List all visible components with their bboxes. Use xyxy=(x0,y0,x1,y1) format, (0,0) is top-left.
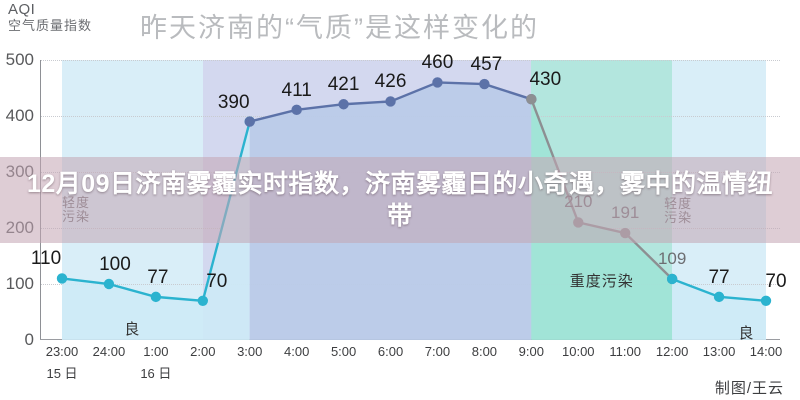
chart-title: 昨天济南的“气质”是这样变化的 xyxy=(140,13,539,43)
x-axis-tick-label: 14:00 xyxy=(749,344,783,359)
data-point[interactable] xyxy=(150,291,162,303)
data-point[interactable] xyxy=(291,104,302,116)
x-axis-tick-label: 7:00 xyxy=(424,344,451,359)
data-point-label: 390 xyxy=(217,91,250,113)
data-point-label: 70 xyxy=(765,270,787,292)
x-axis-tick-label: 3:00 xyxy=(237,344,263,359)
data-point[interactable] xyxy=(432,77,443,88)
data-point[interactable] xyxy=(760,295,772,306)
x-axis-tick-label: 6:00 xyxy=(377,344,404,359)
y-axis-unit-en: AQI xyxy=(8,1,36,18)
data-point-label: 109 xyxy=(657,248,687,268)
data-point[interactable] xyxy=(666,273,678,285)
x-axis-day-label: 15 日 xyxy=(46,366,78,381)
band-label: 良 xyxy=(738,325,755,342)
x-axis-tick-label: 1:00 xyxy=(143,344,169,359)
x-axis-tick-label: 10:00 xyxy=(561,344,595,359)
data-point-label: 110 xyxy=(30,248,62,270)
data-point[interactable] xyxy=(713,291,725,303)
data-point-label: 460 xyxy=(421,52,454,74)
x-axis-tick-label: 12:00 xyxy=(655,344,689,359)
series-area xyxy=(672,278,766,340)
x-axis-tick-label: 11:00 xyxy=(609,344,641,359)
y-axis-tick-label: 500 xyxy=(5,50,34,69)
data-point[interactable] xyxy=(479,78,490,90)
y-axis-unit-cn: 空气质量指数 xyxy=(8,17,93,33)
data-point-label: 426 xyxy=(374,71,407,93)
data-point-label: 77 xyxy=(708,266,730,288)
y-axis-tick-label: 100 xyxy=(5,274,34,293)
data-point-label: 457 xyxy=(470,54,503,76)
data-point[interactable] xyxy=(526,94,537,105)
data-point[interactable] xyxy=(56,273,68,284)
x-axis-tick-label: 13:00 xyxy=(702,344,736,359)
caption-text: 12月09日济南雾霾实时指数，济南雾霾日的小奇遇，雾中的温情纽带 xyxy=(26,170,774,230)
x-axis-tick-label: 24:00 xyxy=(92,344,126,359)
data-point[interactable] xyxy=(244,116,255,127)
x-axis-tick-label: 9:00 xyxy=(518,344,544,359)
data-point-label: 77 xyxy=(147,266,169,288)
x-axis-tick-label: 2:00 xyxy=(190,344,216,359)
data-point[interactable] xyxy=(103,278,115,290)
data-point-label: 411 xyxy=(281,79,312,101)
data-point[interactable] xyxy=(338,99,349,110)
x-axis-tick-label: 4:00 xyxy=(284,344,310,359)
caption-overlay: 12月09日济南雾霾实时指数，济南雾霾日的小奇遇，雾中的温情纽带 xyxy=(0,157,800,243)
data-point-label: 100 xyxy=(99,254,131,275)
y-axis-unit-label: AQI 空气质量指数 xyxy=(8,1,93,33)
x-axis-day-label: 16 日 xyxy=(140,366,172,381)
x-axis-tick-label: 8:00 xyxy=(471,344,498,359)
band-label: 重度污染 xyxy=(569,273,634,290)
x-axis-tick-label: 23:00 xyxy=(45,344,79,359)
credit-label: 制图/王云 xyxy=(714,380,784,397)
x-axis-tick-label: 5:00 xyxy=(330,344,357,359)
y-axis-tick-label: 400 xyxy=(5,106,34,125)
data-point-label: 430 xyxy=(529,69,562,91)
band-label: 良 xyxy=(124,321,141,338)
gridline xyxy=(40,60,780,61)
data-point[interactable] xyxy=(197,295,208,306)
y-axis-tick-label: 0 xyxy=(24,330,34,349)
data-point-label: 421 xyxy=(327,74,360,96)
data-point[interactable] xyxy=(385,96,396,107)
data-point-label: 70 xyxy=(206,270,228,292)
series-area xyxy=(531,99,673,340)
